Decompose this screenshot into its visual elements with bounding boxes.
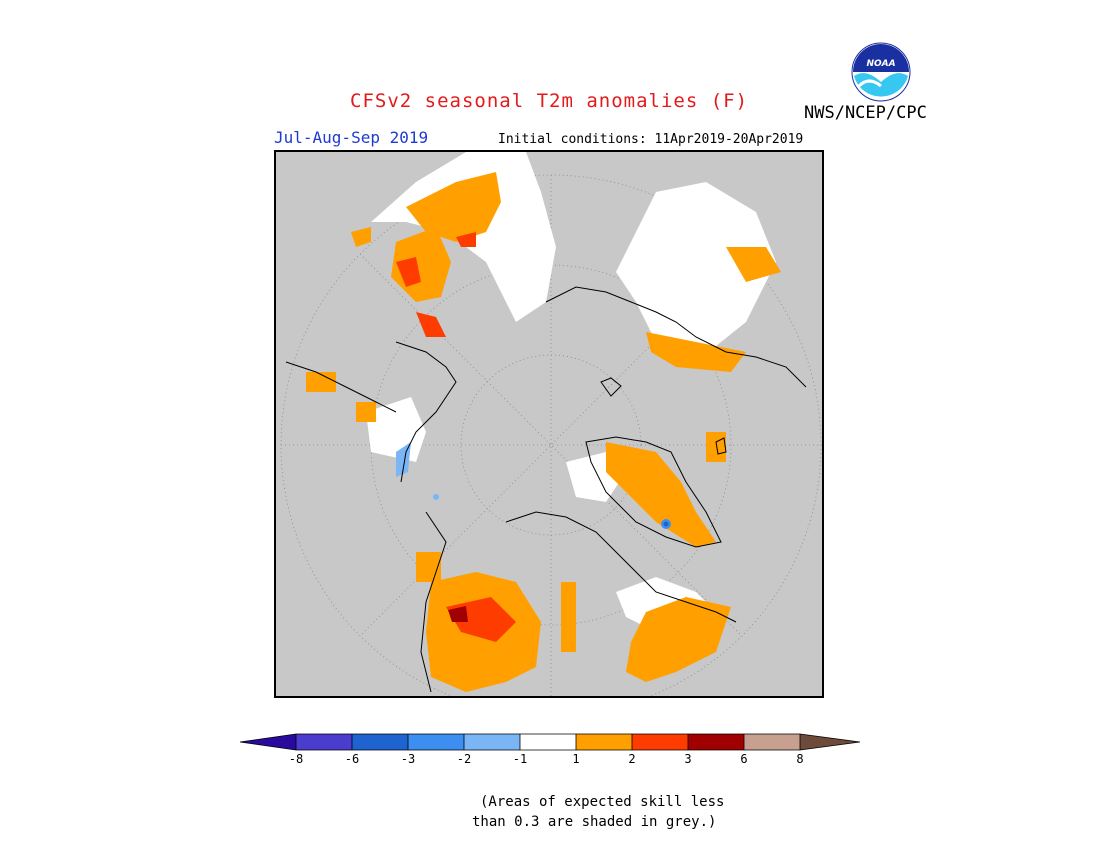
legend-tick-label: 8 xyxy=(796,752,804,766)
anomaly-map-canvas xyxy=(280,152,822,696)
color-legend-bar xyxy=(240,733,860,751)
legend-tick-label: 2 xyxy=(628,752,636,766)
agency-label: NWS/NCEP/CPC xyxy=(804,103,927,123)
forecast-period: Jul-Aug-Sep 2019 xyxy=(274,128,429,147)
legend-bin-10 xyxy=(744,734,800,750)
legend-bin-1 xyxy=(240,734,296,750)
legend-bin-4 xyxy=(408,734,464,750)
legend-bin-8 xyxy=(632,734,688,750)
legend-tick-label: 1 xyxy=(572,752,580,766)
map-title: CFSv2 seasonal T2m anomalies (F) xyxy=(350,90,749,112)
legend-bin-6 xyxy=(520,734,576,750)
legend-tick-label: -3 xyxy=(400,752,416,766)
legend-tick-label: -2 xyxy=(456,752,472,766)
initial-conditions: Initial conditions: 11Apr2019-20Apr2019 xyxy=(498,132,804,147)
coastlines xyxy=(285,286,807,693)
polar-map xyxy=(274,150,824,698)
legend-bin-2 xyxy=(296,734,352,750)
legend-tick-label: -8 xyxy=(288,752,304,766)
legend-bin-7 xyxy=(576,734,632,750)
skill-footnote: (Areas of expected skill less than 0.3 a… xyxy=(472,792,725,832)
legend-tick-label: -6 xyxy=(344,752,360,766)
footnote-line-1: (Areas of expected skill less xyxy=(480,794,725,810)
legend-bin-9 xyxy=(688,734,744,750)
legend-tick-label: -1 xyxy=(512,752,528,766)
extreme-warm-anomaly-areas xyxy=(448,606,468,622)
cold-anomaly-areas xyxy=(396,442,671,529)
legend-bin-11 xyxy=(800,734,860,750)
legend-tick-label: 3 xyxy=(684,752,692,766)
logo-text: NOAA xyxy=(866,59,895,69)
legend-tick-label: 6 xyxy=(740,752,748,766)
footnote-line-2: than 0.3 are shaded in grey.) xyxy=(472,814,717,830)
legend-bin-3 xyxy=(352,734,408,750)
noaa-logo-icon: NOAA xyxy=(851,42,911,102)
legend-bin-5 xyxy=(464,734,520,750)
warm-anomaly-areas xyxy=(306,172,781,692)
